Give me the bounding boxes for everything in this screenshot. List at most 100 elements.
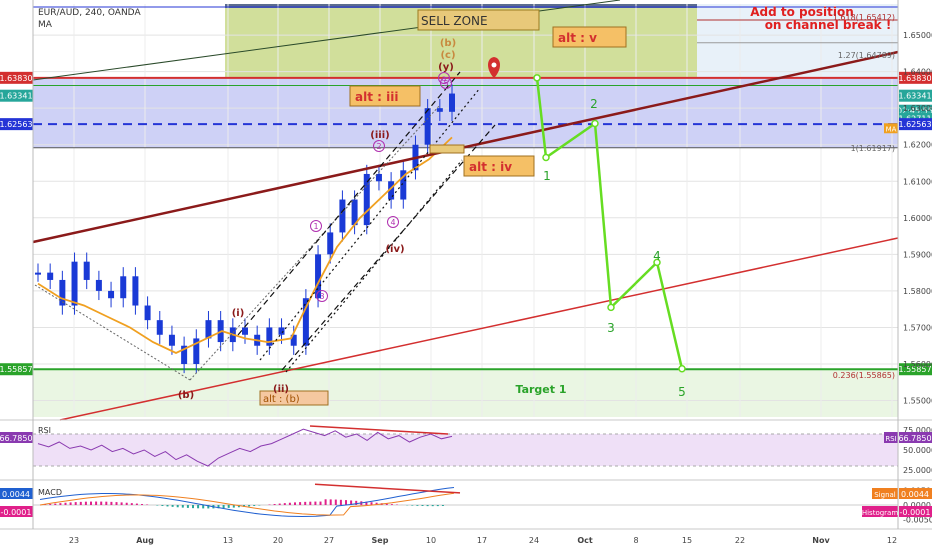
left-price-tag[interactable] xyxy=(0,89,33,102)
x-tick-label: 20 xyxy=(273,536,283,545)
x-tick-label: 15 xyxy=(682,536,692,545)
location-pin-icon[interactable] xyxy=(488,57,500,78)
macd-left-tag-top[interactable] xyxy=(0,488,33,499)
fib-label: 0.236(1.55865) xyxy=(833,371,895,380)
price-tag[interactable] xyxy=(899,363,932,376)
macd-hist-value-label: -0.0001 xyxy=(900,508,931,517)
rsi-left-tag[interactable] xyxy=(0,432,33,443)
y-tick-label: 1.65000 xyxy=(903,31,932,40)
macd-line[interactable] xyxy=(39,487,455,518)
macd-divergence-line[interactable] xyxy=(314,483,461,494)
macd-left-tag-top-label: 0.0044 xyxy=(2,490,30,499)
macd-signal-tag-label: Signal xyxy=(874,491,896,499)
ma-tag-label: MA xyxy=(886,125,897,133)
wave-circle xyxy=(310,220,322,232)
candle-body xyxy=(375,173,382,182)
alt-v-box[interactable] xyxy=(552,26,627,48)
sell-zone-label-box[interactable] xyxy=(417,9,540,31)
candle-body xyxy=(436,108,443,112)
macd-signal-value-label: 0.0044 xyxy=(901,490,929,499)
left-price-tag[interactable] xyxy=(0,71,33,84)
price-tag-label: 1.62563 xyxy=(898,120,931,129)
channel-mid-dotted[interactable] xyxy=(259,87,481,361)
projection-point[interactable] xyxy=(678,365,686,373)
price-tag[interactable] xyxy=(899,118,932,131)
candle-body xyxy=(83,261,90,280)
rsi-value-tag[interactable] xyxy=(899,432,932,443)
note-line-2: on channel break ! xyxy=(765,18,892,32)
alt-v-label: alt : v xyxy=(558,31,597,45)
ma-tag[interactable] xyxy=(884,123,898,134)
alt-b-box[interactable] xyxy=(259,390,329,406)
price-tag-label: 1.63341 xyxy=(898,92,931,101)
projection-path[interactable] xyxy=(535,77,684,370)
left-price-tag[interactable] xyxy=(0,118,33,131)
lower-trendline[interactable] xyxy=(59,237,899,421)
sell-zone-top-edge xyxy=(225,4,697,8)
y-tick-label: 1.64000 xyxy=(903,68,932,77)
circled-wave-label: a xyxy=(442,74,447,83)
macd-hist-tag[interactable] xyxy=(862,506,898,517)
rsi-tick-label: 25.0000 xyxy=(903,466,932,475)
rsi-tick-label: 75.0000 xyxy=(903,426,932,435)
alt-iii-label: alt : iii xyxy=(355,90,398,104)
target-zone xyxy=(33,369,898,417)
price-tag[interactable] xyxy=(899,89,932,102)
candle-body xyxy=(144,305,151,321)
projection-point[interactable] xyxy=(533,74,541,82)
projection-point[interactable] xyxy=(653,258,661,267)
candle-body xyxy=(449,93,455,112)
candle-body xyxy=(35,272,41,275)
x-tick-label: 10 xyxy=(426,536,436,545)
left-price-tag[interactable] xyxy=(0,363,33,376)
y-tick-label: 1.60000 xyxy=(903,214,932,223)
left-price-tag-label: 1.63830 xyxy=(0,74,33,83)
wave-label: (ii) xyxy=(273,384,289,395)
macd-signal-value-tag[interactable] xyxy=(899,488,932,499)
price-tag[interactable] xyxy=(899,71,932,84)
projection-wave-label: 1 xyxy=(543,169,551,183)
channel-upper-dashed[interactable] xyxy=(237,71,461,336)
projection-point[interactable] xyxy=(607,303,615,312)
y-tick-label: 1.63000 xyxy=(903,104,932,113)
ma-line[interactable] xyxy=(37,136,453,354)
alt-iii-box[interactable] xyxy=(349,85,421,107)
candle-body xyxy=(181,345,188,365)
macd-signal-tag[interactable] xyxy=(872,488,898,499)
main-trendline[interactable] xyxy=(32,50,899,244)
macd-hist-value-tag[interactable] xyxy=(899,506,932,517)
rsi-label: RSI xyxy=(38,426,51,435)
sell-zone-label: SELL ZONE xyxy=(421,14,488,28)
target-label: Target 1 xyxy=(515,383,566,396)
candle-body xyxy=(47,272,54,280)
y-tick-label: 1.56000 xyxy=(903,360,932,369)
macd-tick-label: -0.0050 xyxy=(903,515,932,524)
price-tag-label: 1.63830 xyxy=(898,74,931,83)
channel-inner-dotted[interactable] xyxy=(285,159,463,373)
candle-body xyxy=(339,199,346,233)
y-tick-label: 1.62000 xyxy=(903,141,932,150)
rsi-right-tag[interactable] xyxy=(884,432,898,443)
ma-legend[interactable]: MA xyxy=(38,20,53,30)
rsi-divergence-line[interactable] xyxy=(309,425,449,435)
alt-b-label: alt : (b) xyxy=(263,394,300,405)
candle-body xyxy=(156,320,163,335)
macd-tick-label: 0.0000 xyxy=(903,501,931,510)
wave-circle xyxy=(316,290,328,302)
macd-signal-line[interactable] xyxy=(39,492,455,516)
alt-iv-mini-box xyxy=(429,144,465,154)
projection-point[interactable] xyxy=(542,153,550,162)
candle-body xyxy=(278,327,285,335)
alt-iv-box[interactable] xyxy=(463,155,535,177)
projection-point[interactable] xyxy=(591,119,599,128)
macd-left-tag-bottom[interactable] xyxy=(0,506,33,517)
y-tick-label: 1.58000 xyxy=(903,287,932,296)
fib-label: 1.618(1.65412) xyxy=(833,13,895,22)
rsi-tick-label: 50.0000 xyxy=(903,446,932,455)
y-tick-label: 1.55000 xyxy=(903,397,932,406)
rsi-line[interactable] xyxy=(37,428,453,467)
channel-lower-dashed[interactable] xyxy=(281,124,496,371)
x-tick-label: 8 xyxy=(633,536,638,545)
wave-circle xyxy=(438,72,450,84)
